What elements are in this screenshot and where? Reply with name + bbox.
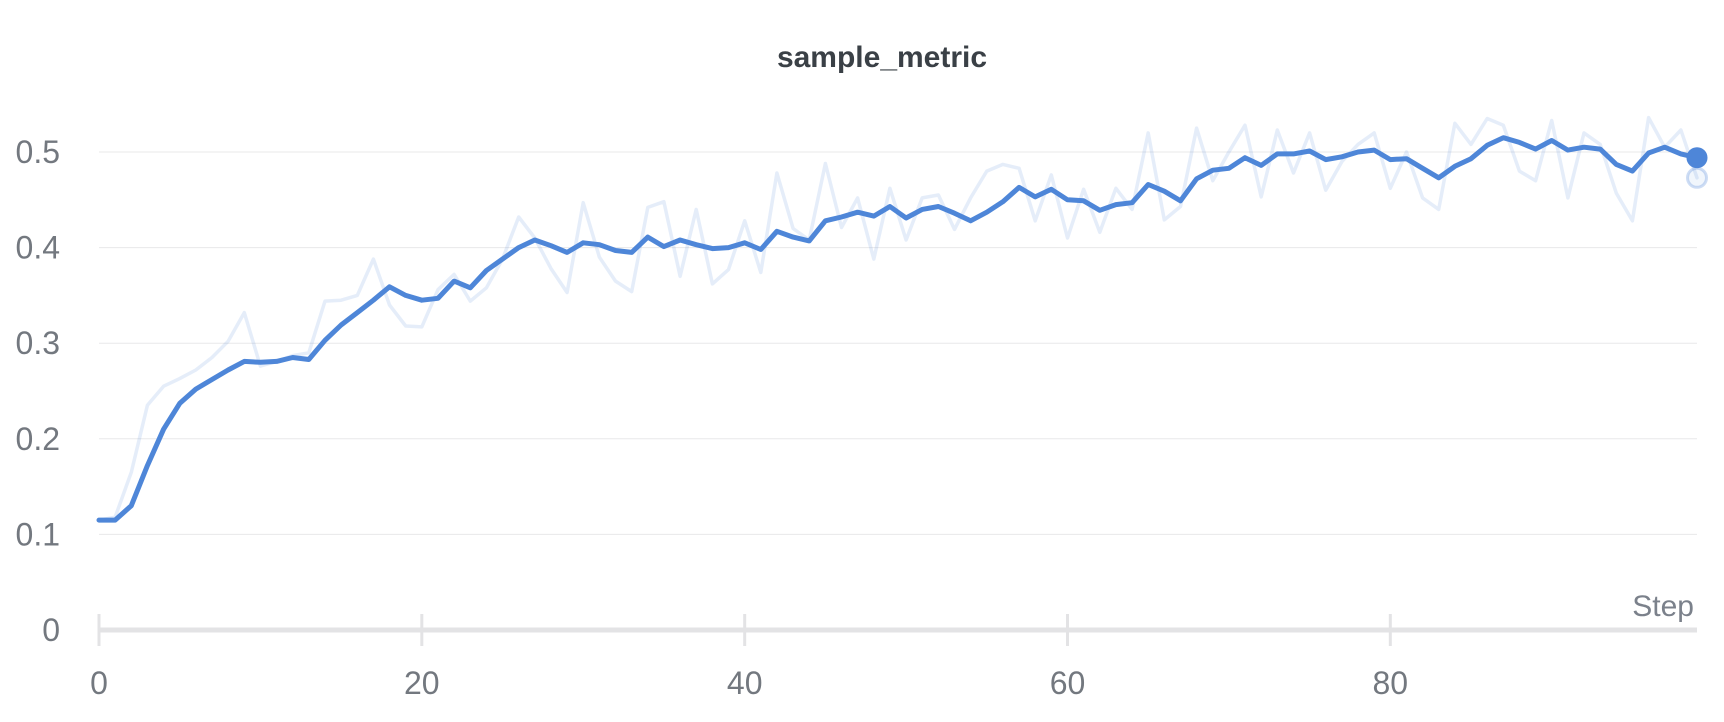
y-tick-label: 0 <box>42 612 60 648</box>
raw-line[interactable] <box>97 115 1699 522</box>
x-tick-label: 40 <box>727 665 763 701</box>
y-tick-label: 0.5 <box>16 134 60 170</box>
smoothed-line[interactable] <box>96 135 1700 523</box>
x-tick-label: 60 <box>1050 665 1086 701</box>
smoothed-endpoint-dot[interactable] <box>1686 147 1708 169</box>
x-tick-label: 80 <box>1373 665 1409 701</box>
y-tick-label: 0.1 <box>16 516 60 552</box>
x-tick-label: 0 <box>90 665 108 701</box>
y-tick-label: 0.2 <box>16 421 60 457</box>
x-tick-label: 20 <box>404 665 440 701</box>
x-axis-title: Step <box>1632 590 1694 623</box>
raw-endpoint-dot[interactable] <box>1686 166 1708 189</box>
chart-title: sample_metric <box>777 41 987 74</box>
y-tick-label: 0.4 <box>16 230 60 266</box>
y-tick-label: 0.3 <box>16 325 60 361</box>
